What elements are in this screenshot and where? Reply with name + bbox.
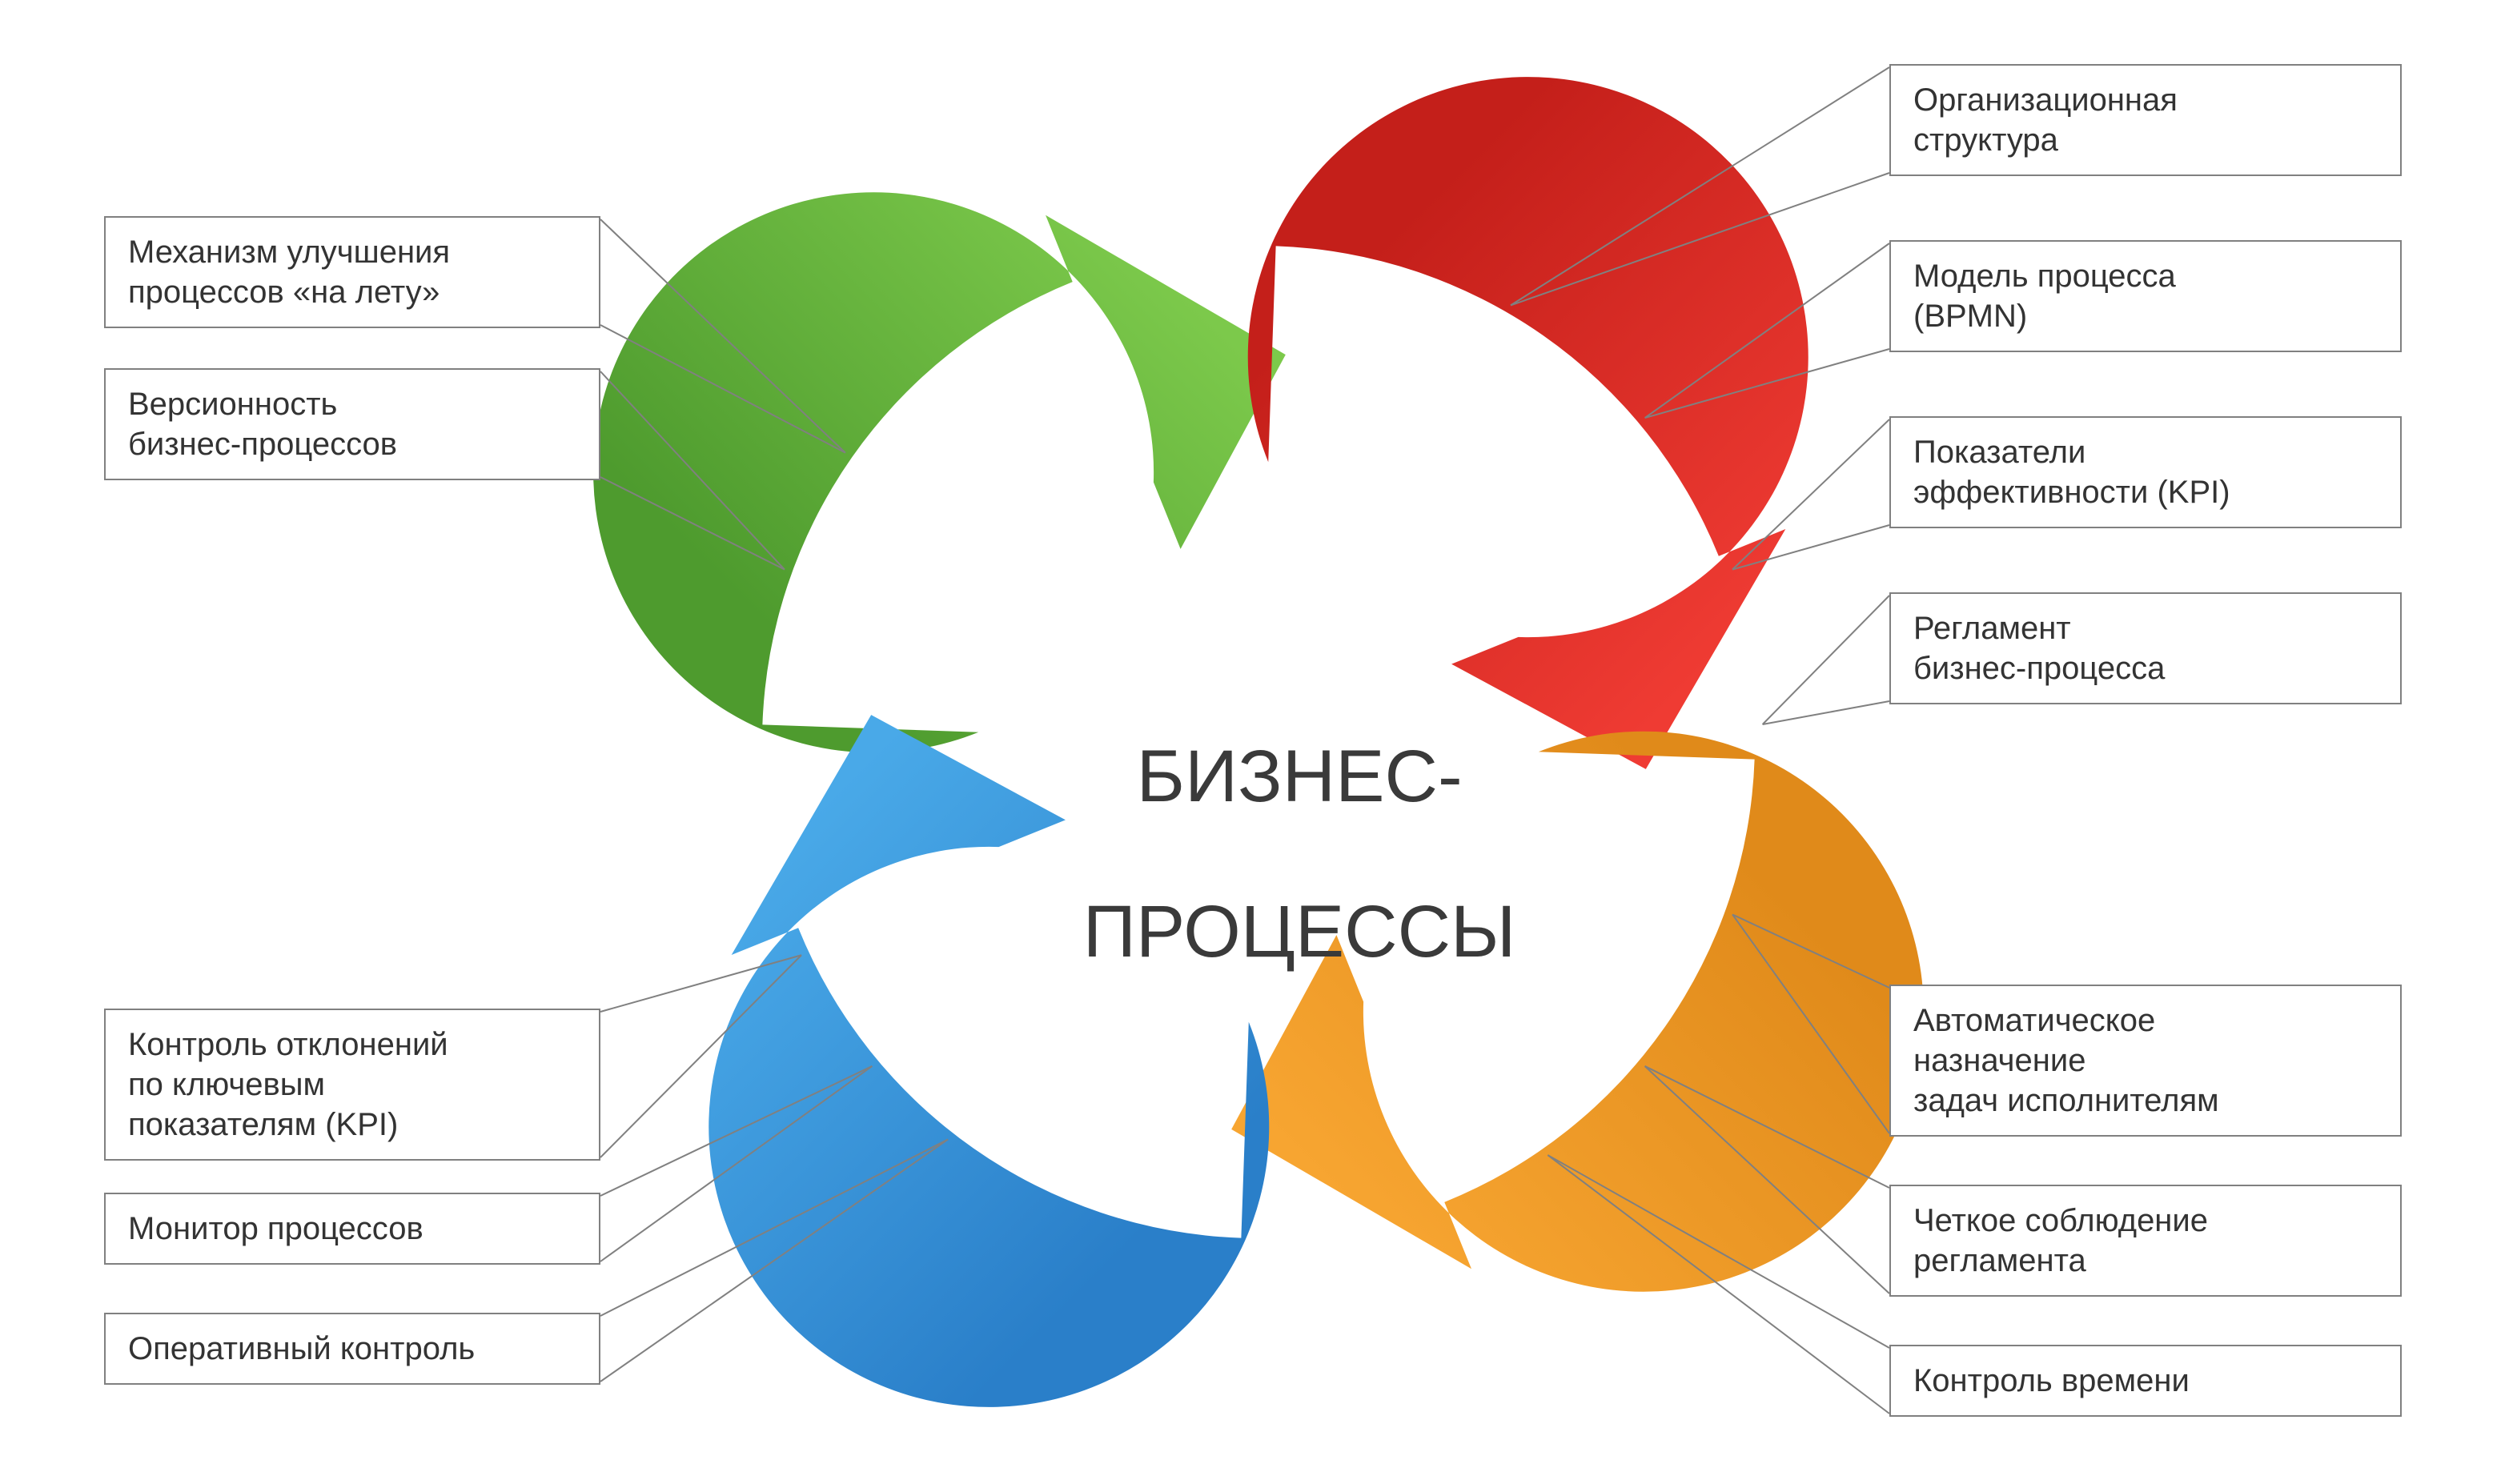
callout-connector <box>600 325 845 453</box>
callout-box-modeling-7: Показатели эффективности (KPI) <box>1889 416 2402 528</box>
callout-text: Контроль времени <box>1913 1363 2190 1398</box>
callout-box-control-4: Оперативный контроль <box>104 1313 600 1385</box>
callout-connector <box>1511 173 1889 305</box>
callout-box-execution-10: Четкое соблюдение регламента <box>1889 1185 2402 1297</box>
callout-connector <box>600 1066 872 1261</box>
callout-connector <box>1548 1155 1889 1348</box>
callout-box-control-2: Контроль отклонений по ключевым показате… <box>104 1009 600 1161</box>
diagram-stage: УлучшениеМоделированиеИсполнениеКонтроль… <box>0 0 2517 1484</box>
callout-text: Модель процесса (BPMN) <box>1913 259 2176 334</box>
callout-connector <box>600 1139 948 1382</box>
callout-connector <box>1732 914 1889 988</box>
callout-text: Регламент бизнес-процесса <box>1913 611 2165 686</box>
callout-connector <box>1645 1066 1889 1188</box>
callout-text: Контроль отклонений по ключевым показате… <box>128 1027 448 1142</box>
callout-connector <box>1645 243 1889 418</box>
callout-connector <box>600 219 845 453</box>
callout-connector <box>600 955 801 1157</box>
callout-text: Показатели эффективности (KPI) <box>1913 435 2230 510</box>
callout-text: Автоматическое назначение задач исполнит… <box>1913 1003 2219 1118</box>
callout-box-execution-11: Контроль времени <box>1889 1345 2402 1417</box>
callout-box-execution-9: Автоматическое назначение задач исполнит… <box>1889 985 2402 1137</box>
callout-box-modeling-5: Организационная структура <box>1889 64 2402 176</box>
callout-box-modeling-8: Регламент бизнес-процесса <box>1889 592 2402 704</box>
callout-box-improvement-0: Механизм улучшения процессов «на лету» <box>104 216 600 328</box>
callout-connector <box>1645 349 1889 418</box>
callout-connector <box>1645 1066 1889 1293</box>
callout-connector <box>1732 914 1889 1133</box>
callout-box-modeling-6: Модель процесса (BPMN) <box>1889 240 2402 352</box>
callout-connector <box>1511 67 1889 305</box>
callout-text: Механизм улучшения процессов «на лету» <box>128 235 450 310</box>
callout-box-improvement-1: Версионность бизнес-процессов <box>104 368 600 480</box>
callout-connector <box>600 1066 872 1196</box>
callout-connector <box>600 477 785 570</box>
callout-box-control-3: Монитор процессов <box>104 1193 600 1265</box>
callout-text: Версионность бизнес-процессов <box>128 387 397 462</box>
callout-connector <box>600 1139 948 1316</box>
callout-text: Четкое соблюдение регламента <box>1913 1203 2208 1278</box>
callout-text: Организационная структура <box>1913 82 2178 158</box>
callout-text: Оперативный контроль <box>128 1331 475 1366</box>
callout-connector <box>1548 1155 1889 1414</box>
callout-connector <box>600 371 785 570</box>
callout-connector <box>600 955 801 1012</box>
callout-text: Монитор процессов <box>128 1211 424 1246</box>
